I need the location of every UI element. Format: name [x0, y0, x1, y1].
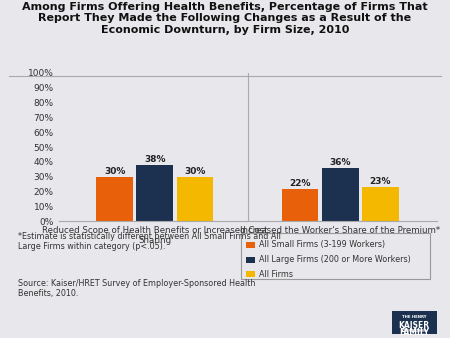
Bar — [176, 177, 213, 221]
Text: 23%: 23% — [369, 177, 391, 186]
Text: FAMILY: FAMILY — [399, 328, 429, 337]
Text: 30%: 30% — [184, 167, 206, 176]
Text: FOUNDATION: FOUNDATION — [401, 329, 427, 333]
Text: Source: Kaiser/HRET Survey of Employer-Sponsored Health
Benefits, 2010.: Source: Kaiser/HRET Survey of Employer-S… — [18, 279, 256, 298]
Text: 38%: 38% — [144, 155, 166, 164]
Text: All Large Firms (200 or More Workers): All Large Firms (200 or More Workers) — [259, 255, 410, 264]
Text: All Small Firms (3-199 Workers): All Small Firms (3-199 Workers) — [259, 240, 385, 249]
Text: 36%: 36% — [329, 158, 351, 167]
Bar — [96, 177, 133, 221]
Text: All Firms: All Firms — [259, 270, 293, 279]
Text: 30%: 30% — [104, 167, 126, 176]
Text: KAISER: KAISER — [398, 321, 430, 330]
Text: 22%: 22% — [289, 178, 311, 188]
Text: *Estimate is statistically different between All Small Firms and All
Large Firms: *Estimate is statistically different bet… — [18, 232, 281, 251]
Bar — [322, 168, 359, 221]
Text: THE HENRY: THE HENRY — [402, 315, 426, 319]
Bar — [282, 189, 319, 221]
Text: Among Firms Offering Health Benefits, Percentage of Firms That
Report They Made : Among Firms Offering Health Benefits, Pe… — [22, 2, 428, 35]
Bar — [362, 187, 399, 221]
Bar — [136, 165, 173, 221]
